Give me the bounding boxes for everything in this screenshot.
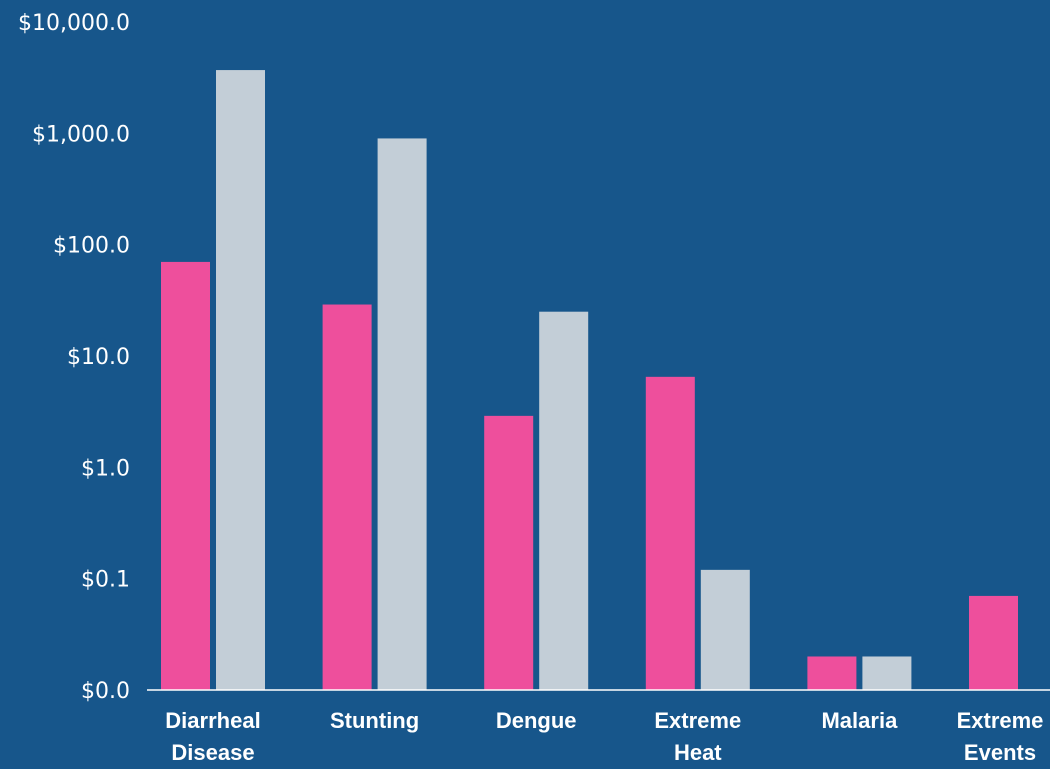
bar-series-1: [322, 304, 372, 690]
category-label: Malaria: [821, 708, 898, 733]
category-label: Stunting: [330, 708, 419, 733]
y-tick-label: $1.0: [81, 456, 130, 481]
bars: [161, 70, 1018, 690]
y-tick-label: $100.0: [53, 234, 130, 259]
bar-series-1: [645, 376, 695, 690]
bar-series-2: [700, 569, 750, 690]
category-label: Extreme Events: [957, 708, 1044, 765]
bar-series-2: [539, 311, 589, 690]
bar-series-2: [377, 138, 427, 690]
y-tick-label: $10,000.0: [18, 11, 130, 36]
y-tick-label: $10.0: [67, 345, 130, 370]
category-label: Dengue: [496, 708, 577, 733]
y-tick-label: $0.0: [81, 679, 130, 704]
x-axis-labels: Diarrheal Disease Stunting Dengue Extreme Hea…: [165, 708, 1043, 765]
bar-series-1: [484, 415, 534, 690]
bar-series-2: [862, 656, 912, 690]
bar-series-2: [216, 70, 265, 690]
bar-series-1: [161, 261, 210, 690]
category-label: Diarrheal Disease: [165, 708, 260, 765]
bar-series-1: [969, 595, 1018, 690]
category-label: Extreme Heat: [654, 708, 741, 765]
bar-series-1: [807, 656, 857, 690]
y-tick-label: $0.1: [81, 568, 130, 593]
y-axis: $10,000.0 $1,000.0 $100.0 $10.0 $1.0 $0.1 $0.0: [18, 11, 130, 704]
y-tick-label: $1,000.0: [32, 122, 130, 147]
